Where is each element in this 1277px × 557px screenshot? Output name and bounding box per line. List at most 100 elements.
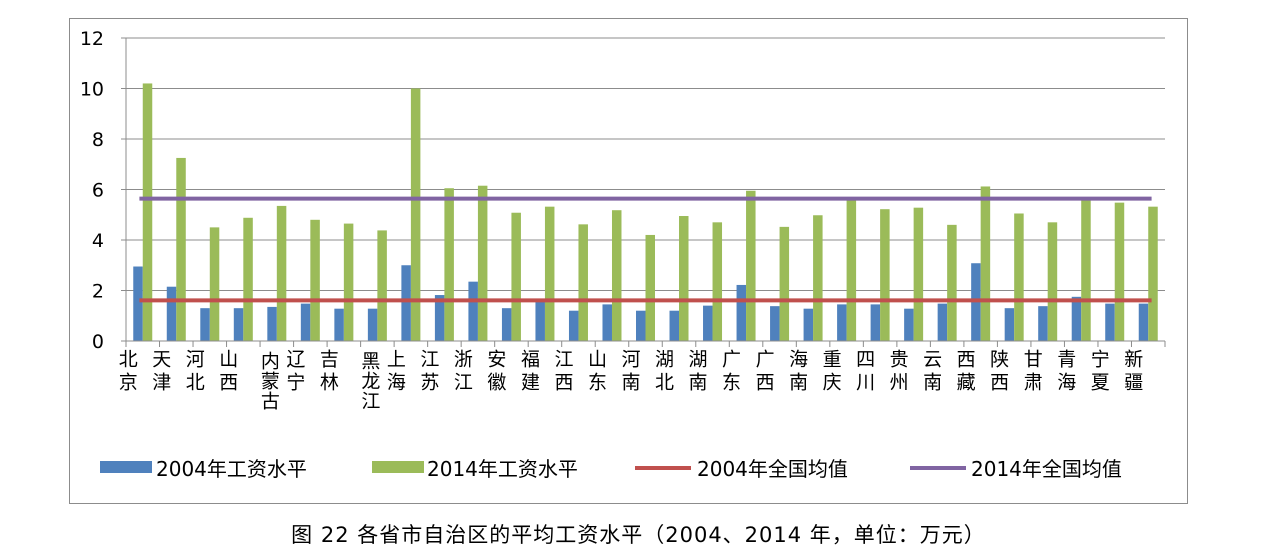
bar-2004-20: [803, 308, 814, 341]
bar-2014-20: [813, 215, 823, 341]
category-label: 北京: [116, 349, 138, 395]
legend-label-1: 2014年工资水平: [427, 457, 578, 481]
axes: [125, 38, 1166, 347]
bar-2004-6: [334, 308, 344, 341]
category-label: 河北: [183, 349, 205, 395]
bar-2004-26: [1004, 308, 1015, 341]
bar-2014-21: [846, 200, 857, 341]
bar-2014-7: [377, 230, 387, 341]
bar-2004-15: [636, 310, 646, 341]
bar-2004-19: [770, 306, 780, 341]
bar-2004-7: [367, 308, 378, 341]
legend-label-3: 2014年全国均值: [971, 457, 1122, 481]
category-label: 海南: [786, 349, 808, 395]
legend-label-2: 2004年全国均值: [697, 457, 848, 481]
category-label: 山东: [585, 349, 607, 395]
bar-2004-2: [200, 308, 210, 341]
bar-2014-13: [578, 224, 588, 341]
bar-2014-18: [746, 190, 756, 341]
bar-2014-27: [1047, 222, 1058, 341]
bar-2004-27: [1038, 306, 1048, 341]
category-label: 福建: [518, 349, 540, 395]
bar-2014-24: [947, 224, 957, 341]
category-label: 黑龙江: [358, 351, 380, 411]
y-tick-label: 12: [80, 28, 104, 50]
category-label: 浙江: [451, 349, 473, 395]
bar-2004-23: [904, 308, 914, 341]
category-label: 江西: [551, 349, 573, 395]
y-tick-label: 6: [92, 180, 104, 202]
category-label: 湖南: [686, 349, 708, 395]
legend: 2004年工资水平 2014年工资水平 2004年全国均值 2014年全国均值: [100, 457, 1122, 481]
bar-2014-23: [913, 207, 924, 341]
bars: [133, 83, 1158, 341]
bar-2004-18: [736, 284, 747, 341]
category-label: 河南: [619, 349, 641, 395]
bar-2014-6: [343, 223, 354, 341]
y-tick-label: 0: [92, 331, 104, 353]
bar-2004-17: [703, 305, 713, 341]
category-label: 陕西: [987, 349, 1009, 395]
bar-2014-30: [1148, 206, 1158, 341]
bar-2014-14: [611, 210, 622, 341]
category-label: 安徽: [484, 349, 506, 395]
bar-2014-26: [1014, 213, 1024, 341]
category-label: 广西: [753, 349, 775, 395]
category-label: 山西: [216, 349, 238, 395]
category-label: 上海: [384, 349, 406, 395]
bar-2014-5: [310, 219, 320, 341]
legend-label-0: 2004年工资水平: [156, 457, 307, 481]
category-label: 青海: [1054, 349, 1076, 395]
bar-2004-3: [233, 308, 244, 341]
bar-2014-25: [980, 186, 991, 341]
category-label: 天津: [149, 349, 171, 395]
bar-2004-30: [1138, 303, 1149, 341]
category-label: 重庆: [820, 349, 842, 395]
gridlines: [126, 37, 1165, 291]
legend-swatch-0: [100, 461, 152, 473]
category-label: 西藏: [954, 349, 976, 395]
y-tick-label: 8: [92, 129, 104, 151]
bar-2004-10: [468, 281, 478, 341]
bar-2004-28: [1071, 296, 1082, 341]
bar-2014-15: [645, 234, 655, 341]
y-tick-label: 2: [92, 281, 104, 303]
bar-2004-22: [870, 304, 881, 341]
category-label: 四川: [853, 349, 875, 395]
category-label: 新疆: [1121, 349, 1143, 395]
bar-2004-9: [434, 295, 445, 341]
bar-2014-0: [142, 83, 153, 341]
bar-2004-1: [166, 286, 177, 341]
category-label: 宁夏: [1088, 349, 1110, 395]
category-label: 吉林: [317, 349, 339, 395]
bar-2004-12: [535, 301, 545, 341]
bar-2014-4: [276, 205, 287, 341]
bar-2004-8: [401, 265, 411, 341]
bar-2004-21: [837, 304, 847, 341]
bar-2014-19: [779, 226, 790, 341]
bar-2014-2: [209, 227, 220, 341]
bar-2014-17: [712, 222, 723, 341]
bar-2014-16: [679, 216, 689, 341]
bar-2004-13: [568, 310, 579, 341]
category-label: 云南: [920, 349, 942, 395]
category-label: 广东: [719, 349, 741, 395]
category-label: 贵州: [887, 349, 909, 395]
reference-lines: [139, 196, 1152, 303]
category-labels: 北京 天津 河北 山西 内蒙古 辽宁 吉林 黑龙江 上海 江苏 浙江 安徽 福建 江西 山东 河南 湖北 湖南 广东…: [116, 349, 1143, 411]
bar-2014-9: [444, 188, 454, 341]
legend-swatch-1: [372, 461, 424, 473]
bar-2004-4: [267, 306, 277, 341]
category-label: 湖北: [652, 349, 674, 395]
bar-2004-0: [133, 266, 143, 341]
bar-2014-3: [243, 217, 253, 341]
category-label: 辽宁: [283, 349, 305, 395]
category-label: 甘肃: [1021, 349, 1043, 395]
bar-chart: 0 2 4 6 8 10 12 北京 天津 河北 山西 内蒙古 辽宁 吉林 黑龙江 上海 江苏 浙江 安徽 福建 江西…: [80, 28, 1166, 481]
bar-2014-22: [880, 209, 890, 341]
bar-2014-11: [511, 212, 521, 341]
y-tick-label: 10: [80, 79, 104, 101]
bar-2014-29: [1114, 202, 1125, 341]
chart-frame: 0 2 4 6 8 10 12 北京 天津 河北 山西 内蒙古 辽宁 吉林 黑龙江 上海 江苏 浙江 安徽 福建 江西…: [69, 18, 1188, 504]
bar-2014-8: [410, 88, 421, 341]
